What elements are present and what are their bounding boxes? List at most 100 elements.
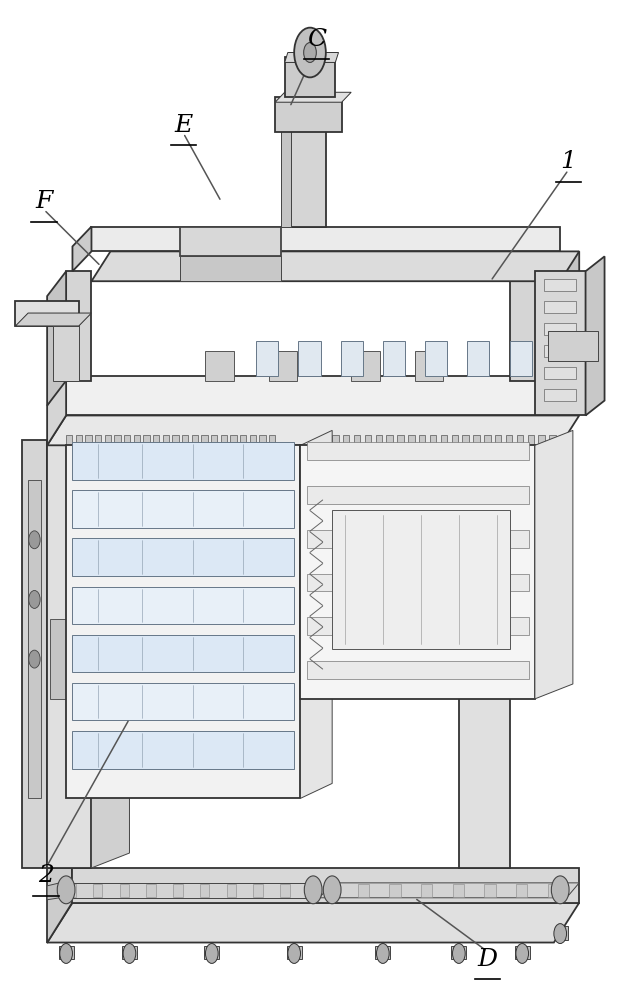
Polygon shape xyxy=(451,946,466,959)
Polygon shape xyxy=(256,341,279,376)
Polygon shape xyxy=(50,619,79,699)
Polygon shape xyxy=(351,351,380,381)
Polygon shape xyxy=(375,946,390,959)
Polygon shape xyxy=(320,883,579,898)
Polygon shape xyxy=(22,440,47,868)
Polygon shape xyxy=(47,440,91,868)
Polygon shape xyxy=(467,341,489,376)
Circle shape xyxy=(304,876,322,904)
Polygon shape xyxy=(354,435,360,445)
Polygon shape xyxy=(560,435,567,445)
Polygon shape xyxy=(76,435,82,445)
Polygon shape xyxy=(253,884,263,897)
Polygon shape xyxy=(286,946,302,959)
Polygon shape xyxy=(86,435,92,445)
Polygon shape xyxy=(72,490,294,528)
Polygon shape xyxy=(284,52,339,62)
Polygon shape xyxy=(548,884,559,897)
Polygon shape xyxy=(72,442,294,480)
Polygon shape xyxy=(332,435,339,445)
Polygon shape xyxy=(259,435,266,445)
Circle shape xyxy=(452,944,465,963)
Polygon shape xyxy=(227,884,236,897)
Polygon shape xyxy=(192,435,198,445)
Polygon shape xyxy=(425,341,447,376)
Polygon shape xyxy=(544,389,576,401)
Polygon shape xyxy=(300,430,332,798)
Polygon shape xyxy=(463,435,469,445)
Polygon shape xyxy=(495,435,502,445)
Polygon shape xyxy=(122,946,137,959)
Polygon shape xyxy=(284,57,335,97)
Polygon shape xyxy=(153,435,159,445)
Polygon shape xyxy=(180,227,282,256)
Polygon shape xyxy=(47,376,66,445)
Polygon shape xyxy=(173,884,183,897)
Polygon shape xyxy=(376,435,382,445)
Polygon shape xyxy=(383,341,405,376)
Polygon shape xyxy=(60,883,320,898)
Polygon shape xyxy=(421,884,432,897)
Polygon shape xyxy=(201,435,208,445)
Polygon shape xyxy=(163,435,169,445)
Polygon shape xyxy=(307,884,316,897)
Polygon shape xyxy=(452,435,458,445)
Polygon shape xyxy=(47,271,66,406)
Polygon shape xyxy=(544,345,576,357)
Polygon shape xyxy=(357,884,369,897)
Polygon shape xyxy=(180,256,282,281)
Polygon shape xyxy=(280,884,289,897)
Polygon shape xyxy=(282,122,291,227)
Polygon shape xyxy=(275,97,342,132)
Text: D: D xyxy=(477,948,497,971)
Polygon shape xyxy=(473,435,480,445)
Polygon shape xyxy=(550,435,556,445)
Polygon shape xyxy=(66,271,91,381)
Polygon shape xyxy=(408,435,415,445)
Text: 1: 1 xyxy=(560,150,576,173)
Polygon shape xyxy=(585,256,604,415)
Circle shape xyxy=(554,924,567,944)
Polygon shape xyxy=(484,884,496,897)
Polygon shape xyxy=(307,617,528,635)
Polygon shape xyxy=(332,510,509,649)
Polygon shape xyxy=(535,271,585,415)
Polygon shape xyxy=(240,435,246,445)
Polygon shape xyxy=(516,884,527,897)
Polygon shape xyxy=(544,323,576,335)
Polygon shape xyxy=(47,868,72,943)
Polygon shape xyxy=(220,435,227,445)
Polygon shape xyxy=(119,884,129,897)
Polygon shape xyxy=(326,884,337,897)
Polygon shape xyxy=(343,435,350,445)
Polygon shape xyxy=(506,435,512,445)
Polygon shape xyxy=(72,538,294,576)
Polygon shape xyxy=(441,435,447,445)
Circle shape xyxy=(123,944,136,963)
Polygon shape xyxy=(15,313,91,326)
Polygon shape xyxy=(200,884,210,897)
Text: F: F xyxy=(35,190,52,213)
Polygon shape xyxy=(173,435,179,445)
Polygon shape xyxy=(211,435,217,445)
Polygon shape xyxy=(307,442,528,460)
Polygon shape xyxy=(548,331,598,361)
Polygon shape xyxy=(269,435,275,445)
Polygon shape xyxy=(66,445,300,798)
Polygon shape xyxy=(528,435,534,445)
Polygon shape xyxy=(91,425,130,868)
Polygon shape xyxy=(28,480,41,798)
Polygon shape xyxy=(72,683,294,720)
Polygon shape xyxy=(509,341,532,376)
Circle shape xyxy=(323,876,341,904)
Polygon shape xyxy=(59,946,73,959)
Polygon shape xyxy=(307,574,528,591)
Polygon shape xyxy=(430,435,436,445)
Polygon shape xyxy=(484,435,491,445)
Circle shape xyxy=(376,944,389,963)
Polygon shape xyxy=(66,884,75,897)
Polygon shape xyxy=(91,251,579,281)
Circle shape xyxy=(304,43,316,62)
Polygon shape xyxy=(72,635,294,672)
Polygon shape xyxy=(143,435,150,445)
